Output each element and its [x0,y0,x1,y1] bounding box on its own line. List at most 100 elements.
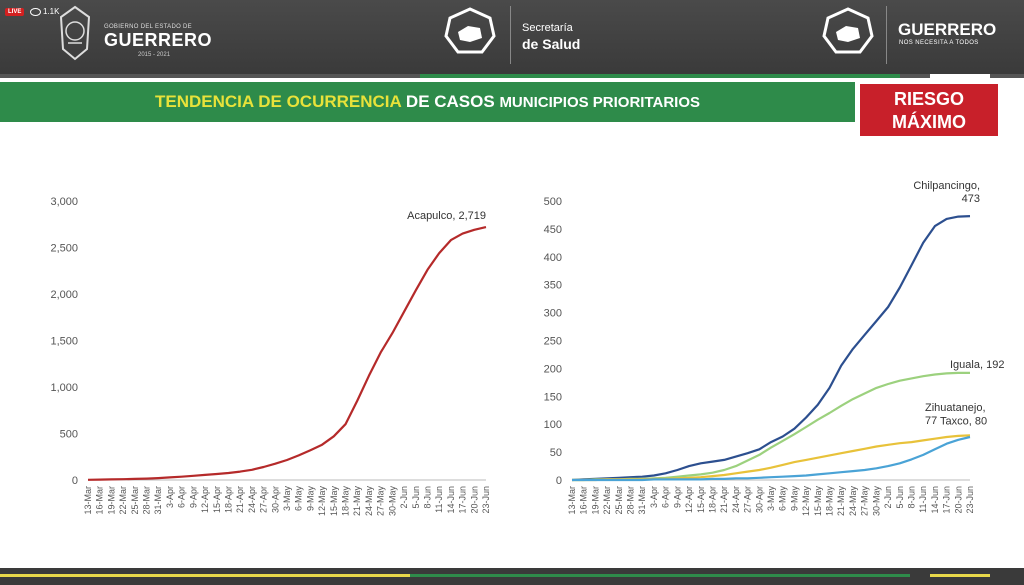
header-stripes [0,74,1024,78]
y-tick-label: 300 [544,308,562,320]
y-tick-label: 1,500 [50,336,78,348]
y-tick-label: 1,000 [50,382,78,394]
x-tick-label: 9-Apr [188,486,198,508]
x-tick-label: 14-Jun [446,486,456,514]
y-tick-label: 3,000 [50,196,78,208]
x-tick-label: 2-Jun [883,486,893,509]
x-tick-label: 8-Jun [906,486,916,509]
y-tick-label: 450 [544,224,562,236]
y-tick-label: 150 [544,391,562,403]
x-tick-label: 28-Mar [626,486,636,515]
viewer-count: 1.1K [30,7,59,16]
gov-years: 2015 - 2021 [138,52,171,58]
x-tick-label: 27-May [376,486,386,517]
x-tick-label: 23-Jun [965,486,975,514]
live-badge: LIVE [5,8,25,16]
x-tick-label: 11-Jun [434,486,444,513]
gov-name: GUERRERO [104,30,213,50]
x-tick-label: 8-Jun [422,486,432,509]
x-tick-label: 14-Jun [930,486,940,514]
data-label-taxco: Taxco, 80 [940,415,987,427]
x-tick-label: 18-Apr [707,486,717,513]
banner-title-part1: TENDENCIA DE OCURRENCIA [154,92,402,111]
x-tick-label: 15-Apr [696,486,706,513]
y-tick-label: 0 [72,475,78,487]
x-tick-label: 6-May [294,486,304,512]
x-tick-label: 27-Apr [259,486,269,513]
x-tick-label: 30-May [387,486,397,517]
x-tick-label: 24-Apr [247,486,257,513]
state-seal-icon [59,5,91,61]
municipalities-chart: 0 50 100 150 200 250 300 350 400 450 500 13-Mar 16-M… [544,180,1005,517]
x-tick-label: 12-Apr [684,486,694,513]
x-tick-label: 21-Apr [719,486,729,513]
eye-icon [30,7,41,16]
x-tick-label: 13-Mar [83,486,93,515]
guerrero-label: GUERRERO [898,20,997,39]
x-tick-label: 9-Apr [672,486,682,508]
x-tick-label: 25-Mar [130,486,140,515]
x-tick-label: 19-Mar [590,486,600,515]
x-tick-label: 12-May [317,486,327,517]
data-label-iguala: Iguala, 192 [950,359,1004,371]
x-tick-label: 27-May [860,486,870,517]
x-tick-label: 13-Mar [567,486,577,515]
y-tick-label: 100 [544,419,562,431]
x-tick-label: 5-Jun [895,486,905,509]
riesgo-badge: RIESGO MÁXIMO [858,82,1000,138]
x-tick-label: 17-Jun [942,486,952,514]
x-tick-label: 24-May [848,486,858,517]
x-tick-label: 24-Apr [731,486,741,513]
x-tick-label: 20-Jun [469,486,479,514]
riesgo-line1: RIESGO [893,89,964,109]
x-tick-label: 6-Apr [661,486,671,508]
guerrero-logo-icon [822,7,874,54]
x-tick-label: 17-Jun [458,486,468,514]
x-tick-label: 24-May [364,486,374,517]
x-tick-label: 2-Jun [399,486,409,509]
x-tick-label: 3-May [766,486,776,512]
secretaria-label: Secretaría [522,22,573,34]
x-tick-label: 3-Apr [165,486,175,508]
y-tick-label: 250 [544,336,562,348]
x-tick-label: 21-Apr [235,486,245,513]
x-tick-label: 18-May [341,486,351,517]
series-line-zihuatanejo [572,435,971,482]
x-tick-label: 9-May [305,486,315,512]
x-tick-label: 21-May [352,486,362,517]
y-tick-label: 2,000 [50,289,78,301]
x-tick-label: 5-Jun [411,486,421,509]
x-tick-label: 6-May [778,486,788,512]
y-tick-label: 2,500 [50,243,78,255]
x-tick-label: 20-Jun [953,486,963,514]
x-tick-label: 15-Apr [212,486,222,513]
y-tick-label: 500 [544,196,562,208]
x-tick-label: 28-Mar [142,486,152,515]
health-logo-icon [444,7,496,54]
data-label-chilpancingo: Chilpancingo, [913,180,980,192]
x-tick-label: 31-Mar [153,486,163,515]
x-tick-label: 3-Apr [649,486,659,508]
banner-title-part2: DE CASOS [401,92,500,111]
series-line-acapulco [87,226,487,481]
x-tick-label: 12-May [801,486,811,517]
y-tick-label: 500 [60,429,78,441]
data-label-zihuatanejo: 77 [925,415,937,427]
x-tick-label: 16-Mar [579,486,589,515]
salud-label: de Salud [522,36,581,52]
acapulco-chart: 0 500 1,000 1,500 2,000 2,500 3,000 13-Mar 16-Ma… [50,196,491,517]
series-line-chilpancingo [571,215,971,482]
bottom-bar [0,568,1024,585]
x-tick-label: 19-Mar [106,486,116,515]
y-tick-label: 50 [550,447,562,459]
y-tick-label: 200 [544,363,562,375]
x-tick-label: 18-May [825,486,835,517]
x-tick-label: 27-Apr [743,486,753,513]
x-tick-label: 9-May [789,486,799,512]
guerrero-tagline: NOS NECESITA A TODOS [899,40,979,46]
x-tick-label: 15-May [329,486,339,517]
y-tick-label: 350 [544,280,562,292]
x-tick-label: 6-Apr [177,486,187,508]
title-banner [0,82,855,122]
x-tick-label: 30-May [871,486,881,517]
